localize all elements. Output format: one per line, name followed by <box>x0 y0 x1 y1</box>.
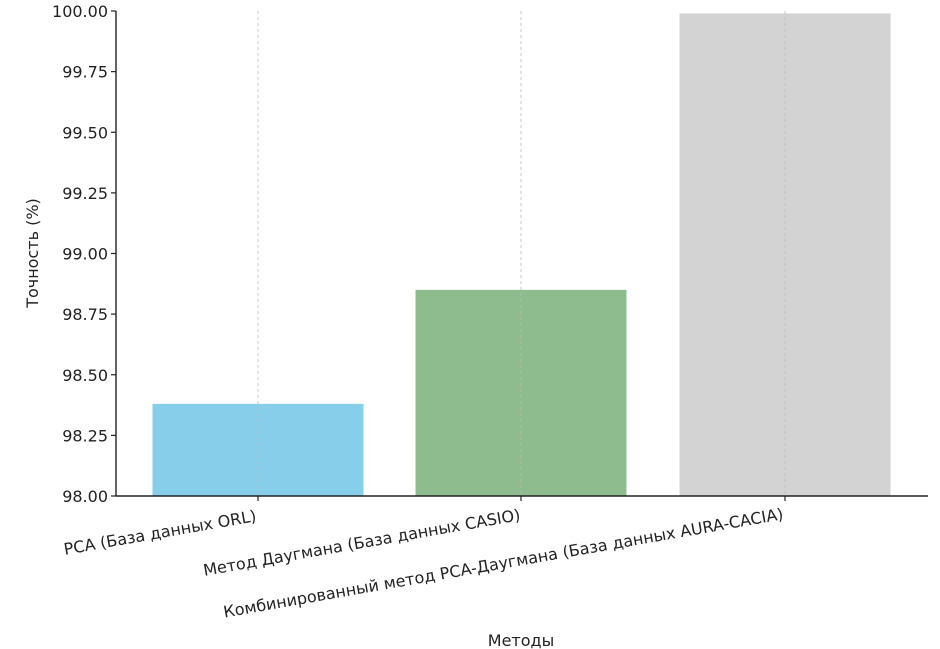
y-ticks: 98.00 98.25 98.50 98.75 99.00 99.25 99.50 99.75… <box>52 2 116 506</box>
y-tick-label: 98.50 <box>62 366 108 385</box>
y-tick-label: 98.75 <box>62 305 108 324</box>
x-tick-label: PCA (База данных ORL) <box>62 506 257 559</box>
y-tick-label: 98.25 <box>62 426 108 445</box>
y-tick-label: 100.00 <box>52 2 108 21</box>
y-tick-label: 98.00 <box>62 487 108 506</box>
y-tick-label: 99.00 <box>62 245 108 264</box>
y-tick-label: 99.75 <box>62 63 108 82</box>
x-axis-label: Методы <box>488 631 554 649</box>
y-tick-label: 99.50 <box>62 123 108 142</box>
grid-lines <box>257 11 786 496</box>
x-ticks: PCA (База данных ORL)Метод Даугмана (Баз… <box>62 496 786 622</box>
y-axis-label: Точность (%) <box>23 198 42 309</box>
bar-2 <box>415 289 627 496</box>
y-tick-label: 99.25 <box>62 184 108 203</box>
bars <box>152 13 891 497</box>
